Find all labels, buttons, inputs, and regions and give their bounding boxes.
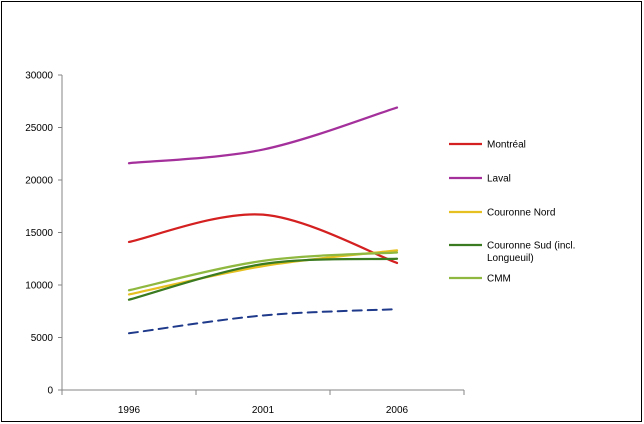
x-tick-label: 2001 bbox=[252, 405, 275, 416]
y-tick-label: 0 bbox=[47, 386, 53, 397]
legend-label: Montréal bbox=[487, 140, 526, 151]
legend-label-continued: Longueuil) bbox=[487, 253, 534, 264]
legend-label: Couronne Nord bbox=[487, 208, 555, 219]
series-line-unlabeled bbox=[128, 308, 398, 335]
x-tick-label: 1996 bbox=[118, 405, 141, 416]
legend-label: Laval bbox=[487, 174, 511, 185]
series-line-montr-al bbox=[127, 213, 399, 265]
y-tick-label: 5000 bbox=[31, 333, 54, 344]
y-tick-label: 15000 bbox=[25, 228, 53, 239]
series-line-laval bbox=[127, 106, 399, 165]
y-tick-label: 30000 bbox=[25, 71, 53, 82]
x-tick-label: 2006 bbox=[386, 405, 409, 416]
series-line-cmm bbox=[127, 251, 399, 292]
legend-label: CMM bbox=[487, 274, 511, 285]
y-tick-label: 10000 bbox=[25, 281, 53, 292]
y-tick-label: 20000 bbox=[25, 176, 53, 187]
y-tick-label: 25000 bbox=[25, 123, 53, 134]
legend-label: Couronne Sud (incl. bbox=[487, 241, 575, 252]
series-line-couronne-sud-incl-longueuil bbox=[127, 257, 399, 301]
